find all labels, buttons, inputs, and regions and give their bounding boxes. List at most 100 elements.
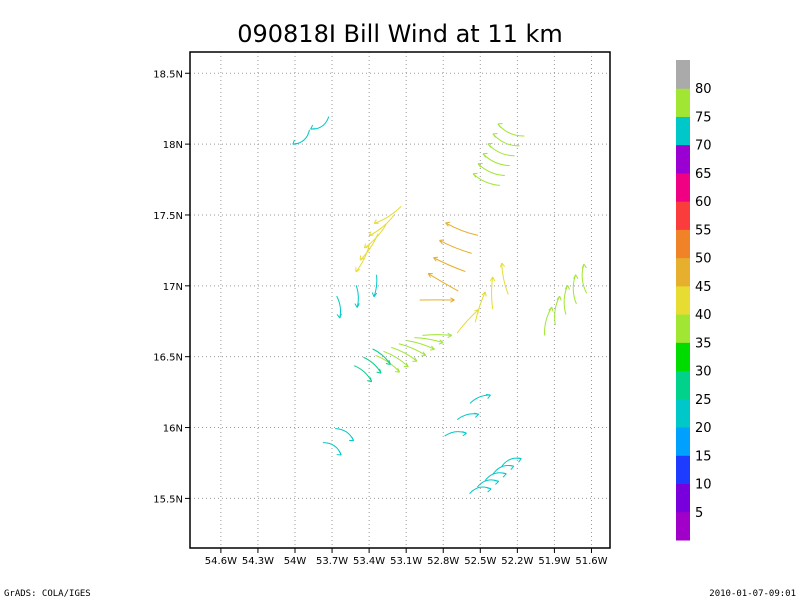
wind-vector-head — [497, 123, 503, 128]
wind-vector — [373, 206, 402, 225]
wind-vector-shaft — [359, 233, 379, 261]
wind-vector — [492, 132, 520, 147]
x-tick-label: 52.2W — [501, 556, 533, 567]
wind-vector-head — [447, 332, 452, 339]
wind-vector — [500, 457, 522, 468]
colorbar-swatch — [676, 172, 690, 202]
wind-vector-head — [292, 139, 298, 145]
wind-vector-head — [481, 291, 487, 297]
wind-vector-head — [501, 472, 507, 478]
wind-vector — [310, 116, 330, 130]
wind-vector — [497, 123, 525, 137]
colorbar-swatch — [676, 88, 690, 117]
wind-vector-head — [494, 479, 500, 485]
wind-vector-shaft — [474, 291, 486, 323]
wind-vector-head — [492, 132, 498, 138]
wind-vector-head — [429, 345, 435, 351]
colorbar-swatch — [676, 144, 690, 174]
wind-vector-shaft — [487, 143, 515, 157]
wind-vector-shaft — [469, 394, 491, 404]
wind-vector — [456, 412, 480, 420]
wind-vector — [322, 442, 342, 456]
wind-vector-head — [474, 412, 480, 418]
wind-vector — [335, 428, 355, 442]
wind-vector-shaft — [398, 343, 427, 356]
wind-vector-shaft — [501, 263, 509, 295]
x-tick-label: 53.1W — [390, 556, 422, 567]
wind-vector-shaft — [406, 339, 435, 350]
wind-vector-head — [363, 243, 369, 249]
wind-vector-shaft — [581, 264, 588, 294]
colorbar-label: 60 — [695, 195, 712, 210]
wind-vector-head — [355, 267, 361, 273]
wind-vector — [354, 285, 360, 308]
wind-vector — [391, 346, 418, 362]
wind-vector-head — [581, 263, 587, 269]
wind-vector — [472, 172, 500, 186]
y-tick-label: 16.5N — [153, 353, 183, 364]
wind-vector-head — [499, 262, 506, 268]
x-tick-label: 53.4W — [353, 556, 385, 567]
wind-vector-shaft — [355, 285, 359, 308]
wind-vector-shaft — [310, 116, 330, 130]
wind-vector — [469, 394, 491, 404]
colorbar-label: 65 — [695, 167, 712, 182]
wind-vector-shaft — [563, 285, 569, 315]
wind-vector-head — [556, 295, 562, 301]
wind-vector — [368, 215, 395, 237]
wind-vector-shaft — [373, 206, 402, 225]
wind-vector — [354, 365, 373, 383]
wind-vector-shaft — [363, 356, 382, 374]
colorbar-swatch — [676, 342, 690, 372]
wind-vector-head — [564, 285, 570, 290]
wind-vector — [363, 356, 382, 374]
wind-vector — [419, 297, 455, 303]
colorbar-swatch — [676, 370, 690, 400]
colorbar-swatch — [676, 483, 690, 513]
wind-vector-shaft — [372, 348, 391, 365]
x-tick-label: 52.8W — [427, 556, 459, 567]
wind-vector-head — [482, 152, 488, 158]
wind-vector — [487, 142, 515, 157]
wind-vector-shaft — [383, 350, 409, 368]
y-tick-label: 18.5N — [153, 69, 183, 80]
wind-vector-head — [310, 124, 316, 130]
colorbar-label: 70 — [695, 139, 712, 154]
grid-lines — [190, 52, 610, 548]
wind-vector — [476, 479, 500, 488]
wind-vector — [444, 431, 467, 437]
x-tick-label: 54.3W — [242, 556, 274, 567]
colorbar-swatch — [676, 455, 690, 485]
wind-vector-shaft — [292, 129, 310, 145]
wind-vector-head — [445, 221, 451, 227]
x-tick-label: 54.6W — [205, 556, 237, 567]
wind-vector-shaft — [391, 346, 418, 362]
wind-vector — [363, 224, 387, 249]
wind-vector — [398, 343, 427, 357]
wind-vector-head — [450, 297, 455, 303]
wind-vector-shaft — [472, 173, 500, 186]
wind-vector — [433, 256, 466, 272]
wind-vector-shaft — [477, 163, 505, 177]
colorbar-swatch — [676, 116, 690, 146]
wind-vector-shaft — [364, 224, 387, 249]
wind-vector-head — [573, 274, 579, 280]
wind-vector-head — [371, 292, 378, 298]
wind-vector — [359, 233, 379, 261]
colorbar-swatch — [676, 201, 690, 230]
colorbar-label: 5 — [695, 506, 703, 521]
x-tick-label: 51.6W — [575, 556, 607, 567]
wind-vector — [336, 295, 342, 319]
wind-vector-head — [349, 436, 355, 442]
wind-vector-head — [462, 431, 467, 437]
colorbar-label: 50 — [695, 252, 712, 267]
wind-vector-shaft — [355, 242, 371, 273]
wind-vector-shaft — [439, 239, 472, 254]
wind-vector-shaft — [335, 428, 355, 441]
wind-vector-shaft — [373, 274, 378, 297]
wind-vector-head — [367, 377, 373, 383]
wind-vector — [469, 486, 492, 494]
wind-vector-head — [368, 231, 374, 237]
wind-vector-head — [439, 239, 445, 245]
